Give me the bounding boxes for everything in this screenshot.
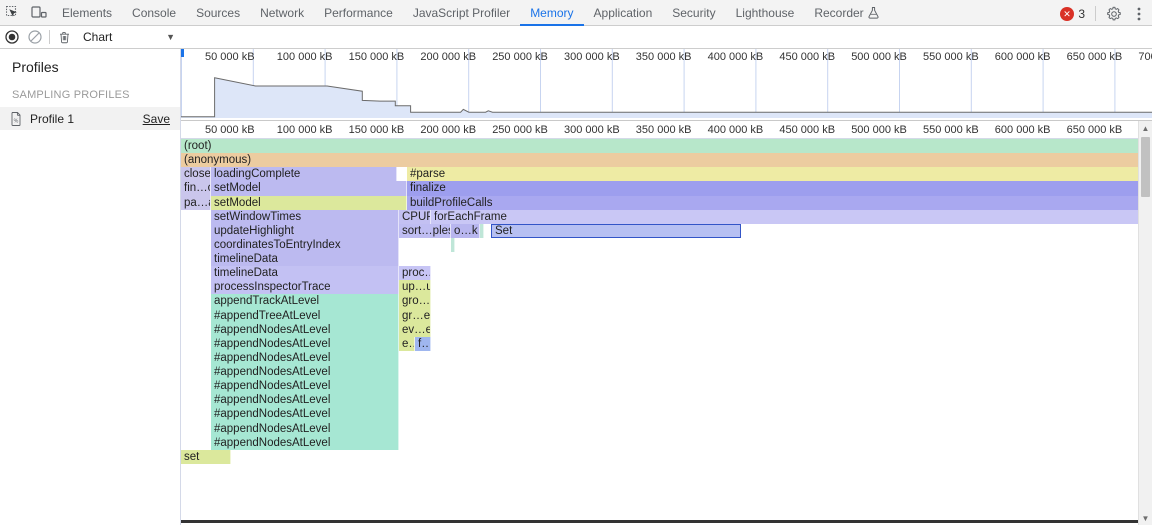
svg-text:✕: ✕ xyxy=(1064,9,1072,19)
svg-text:%: % xyxy=(14,118,19,124)
